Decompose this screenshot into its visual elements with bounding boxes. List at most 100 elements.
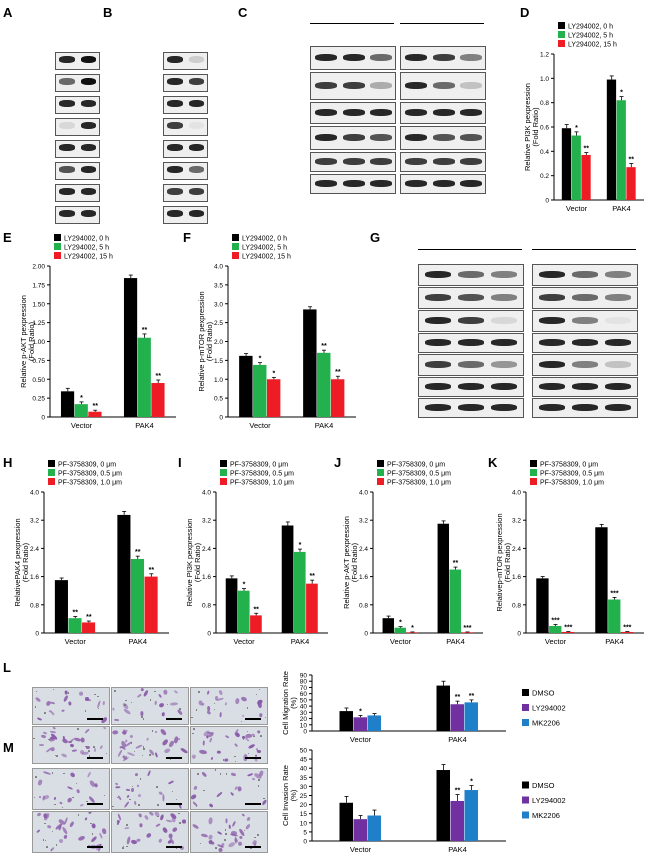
band [80,78,96,85]
band [460,134,482,141]
cell [49,710,55,716]
pore [44,839,47,842]
cell [242,714,245,718]
y-tick-label: 0.4 [540,149,549,156]
pore [63,772,65,775]
bar [82,622,96,633]
cell [230,771,237,776]
cell [102,701,106,706]
bar [225,578,238,633]
cell [116,821,120,825]
legend-label: PF-3758309, 0.5 μm [387,471,451,478]
scale-bar [245,718,261,720]
band [433,158,455,165]
bar [571,135,581,200]
cell [162,689,168,695]
pore [234,755,236,758]
cell [155,730,158,734]
band [59,122,75,129]
significance-label: * [359,708,362,715]
cell [259,713,263,718]
pore [52,688,55,691]
y-tick-label: 40 [300,766,308,773]
cell [220,842,226,849]
pore [199,842,202,845]
significance-label: * [470,778,473,785]
cell [115,786,121,789]
bar [144,576,158,633]
cell [234,731,242,739]
pore [213,702,216,705]
bar [382,618,395,633]
blot-strip [532,264,638,286]
micrograph-tile [32,811,110,853]
pore [94,693,96,696]
band [425,271,451,278]
significance-label: ** [335,369,341,376]
significance-label: ** [309,573,315,580]
cell [218,847,224,852]
pore [250,847,252,850]
cell [173,689,178,694]
cell [133,800,137,805]
band [460,54,482,61]
band [343,54,365,61]
band [572,361,598,368]
bar [595,527,608,633]
micrograph-tile [111,768,189,810]
band [188,210,204,217]
y-axis-label: Relative p-AKT pexpression(Fold Ratio) [342,516,359,609]
significance-label: * [620,90,623,97]
cell [177,738,181,741]
band [460,158,482,165]
pore [50,849,53,851]
bar [339,802,353,841]
band [491,294,517,301]
cell [170,816,176,823]
bar-chart-k: 0 0.8 1.6 2.4 3.2 4.0 Relativep-mTOR pexpressi… [495,460,644,646]
band [572,317,598,324]
significance-label: *** [564,625,572,632]
legend-label: PF-3758309, 0 μm [387,462,445,469]
blot-strip [163,52,208,70]
blot-strip [418,354,524,376]
band [167,100,183,107]
y-tick-label: 4.0 [359,490,368,497]
band [572,383,598,390]
band [605,383,631,390]
cell [131,788,135,793]
blot-strip [532,333,638,353]
legend-swatch [48,469,55,476]
legend-label: MK2206 [532,719,560,728]
cell [84,728,90,735]
blot-strip [310,152,396,172]
bar-chart-h: 0 0.8 1.6 2.4 3.2 4.0 RelativePAK4 pexpression… [13,460,169,646]
band [315,158,337,165]
scale-bar [87,803,103,805]
y-axis-label: Relativep-mTOR pexpression(Fold Ratio) [495,513,512,611]
cell [122,707,131,716]
cell [78,748,85,755]
y-tick-label: 0 [364,631,368,638]
y-tick-label: 1.6 [359,574,368,581]
category-label: PAK4 [135,421,154,430]
y-tick-label: 30 [300,784,308,791]
band [315,54,337,61]
legend-swatch [377,460,384,467]
bar [437,523,450,633]
band [370,54,392,61]
y-tick-label: 2.4 [359,546,368,553]
cell [234,697,240,705]
pore [97,695,99,698]
pore [258,688,261,691]
y-tick-label: 0 [207,631,211,638]
cell [123,826,130,830]
blot-strip [400,126,486,150]
band [425,294,451,301]
bar-chart-f: 0 0.5 1.0 1.5 2.0 2.5 3.0 3.5 4.0 Relative p-mTOR… [197,234,356,430]
pore [154,690,156,693]
legend-label: LY294002, 15 h [64,254,113,261]
band [539,317,565,324]
y-axis-label: Relative p-mTOR pexpression(Fold Ratio) [197,291,214,391]
scale-bar [245,846,261,848]
